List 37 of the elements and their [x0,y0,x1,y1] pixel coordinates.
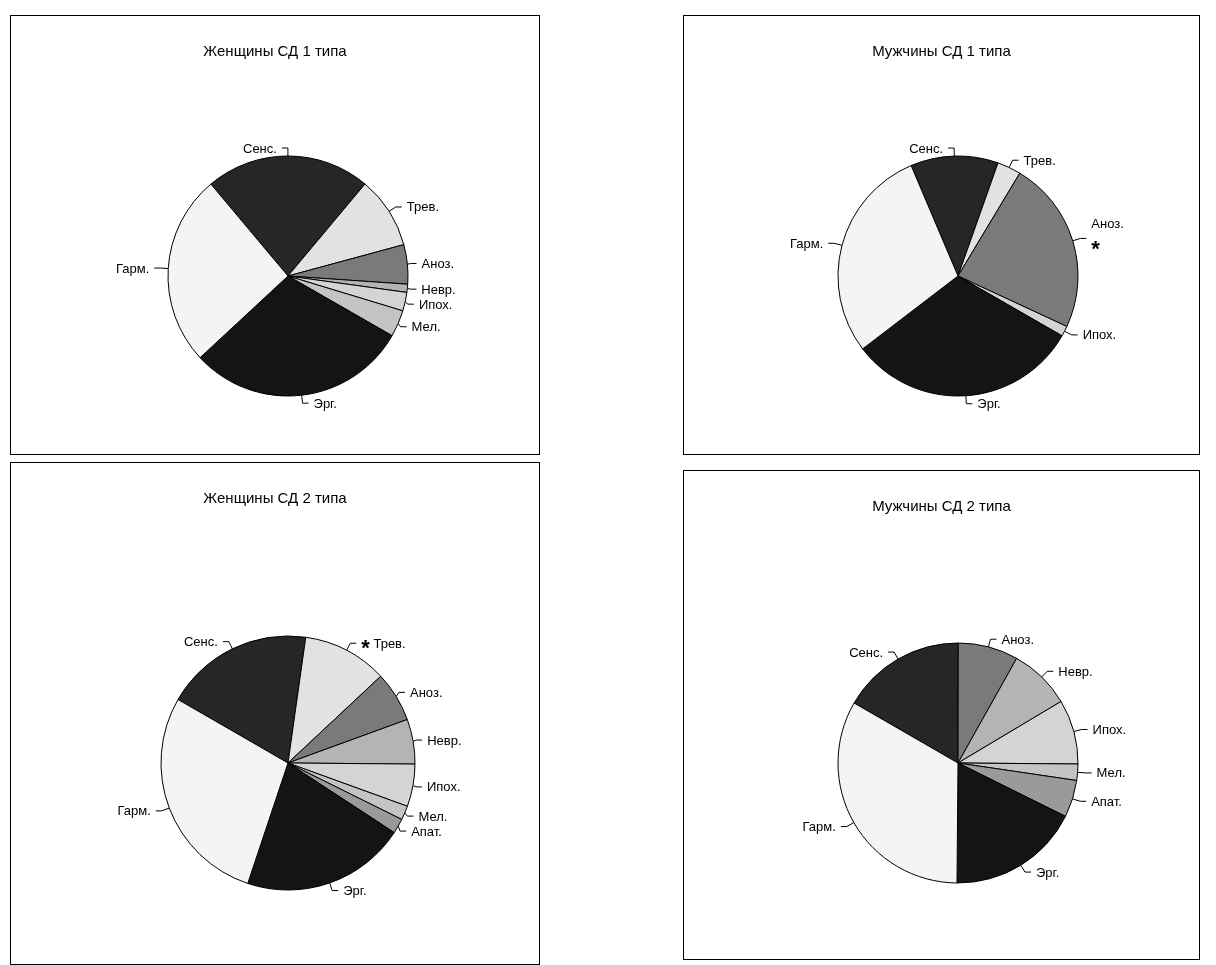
slice-label: Трев. [406,199,440,215]
slice-label: Гарм. [117,803,151,819]
slice-label: Аноз. [410,684,443,700]
slice-label: Апат. [411,823,442,839]
slice-label: Апат. [1091,793,1122,809]
slice-label: Сенс. [849,644,884,660]
slice-label: Мел. [418,808,448,824]
chart-title: Женщины СД 1 типа [203,42,348,59]
slice-label: Аноз. [1001,631,1034,647]
slice-label: Мел. [411,319,441,335]
slice-label: Эрг. [313,395,337,411]
slice-label: Аноз. [1091,215,1124,231]
slice-label: Невр. [427,732,462,748]
slice-label: Ипох. [1092,721,1127,737]
slice-label: Ипох. [418,296,453,312]
slice-label: Сенс. [909,140,944,156]
slice-label: Гарм. [802,819,836,835]
slice-label: Гарм. [789,235,824,251]
text: * [1091,236,1100,262]
slice-label: Эрг. [977,396,1001,412]
slice-label: Гарм. [115,260,150,276]
chart-title: Мужчины СД 1 типа [872,42,1012,59]
slice-label: Эрг. [1035,864,1060,880]
slice-label: Ипох. [426,779,461,795]
slice-label: Мел. [1096,765,1126,781]
slice-label: Аноз. [421,255,455,271]
slice-label: Сенс. [183,634,218,650]
slice-label: Эрг. [343,883,367,899]
slice-label: Невр. [1058,663,1093,679]
chart-title: Женщины СД 2 типа [203,489,348,506]
slice-label: Невр. [421,281,456,297]
slice-label: Трев. [1023,152,1056,168]
chart-title: Мужчины СД 2 типа [872,497,1012,514]
legend-label: Трев. [369,635,406,651]
slice-label: Ипох. [1082,327,1117,343]
slice-label: Сенс. [242,140,277,156]
text: * [361,634,370,660]
